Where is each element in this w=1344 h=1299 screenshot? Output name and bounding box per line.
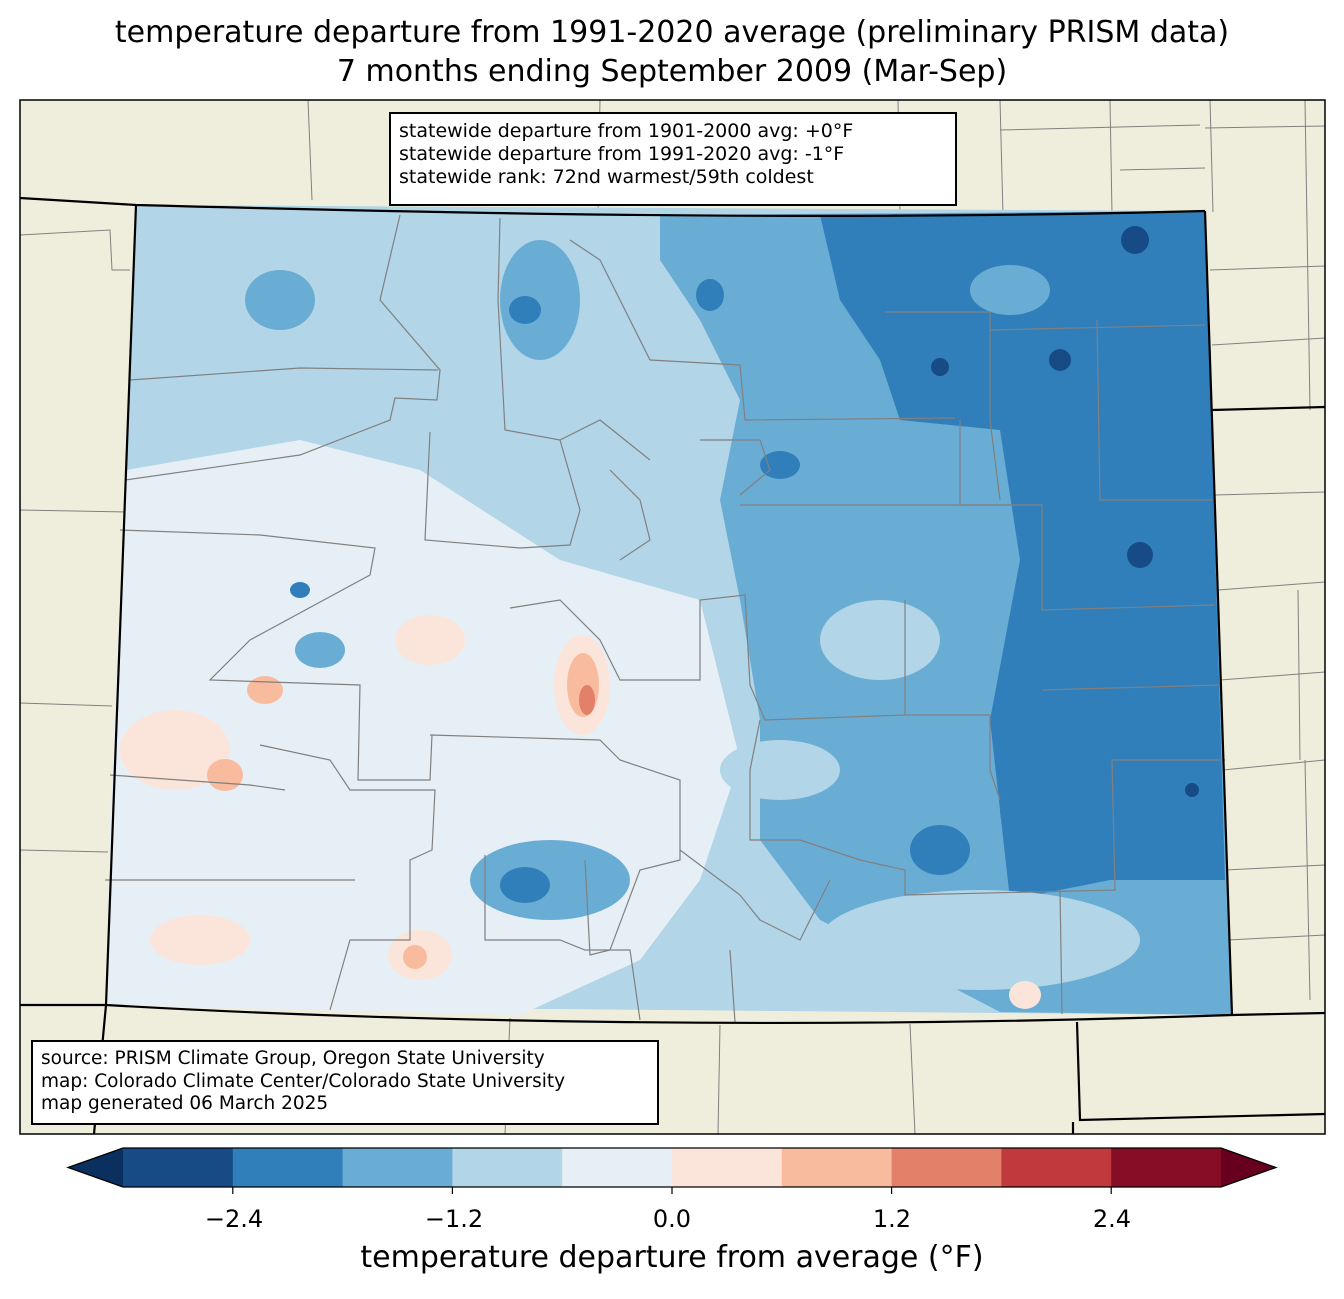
temperature-field: [106, 205, 1232, 1015]
colorbar-bin: [342, 1148, 453, 1187]
stats-line-3: statewide rank: 72nd warmest/59th coldes…: [399, 166, 814, 188]
state-borders: [19, 196, 1326, 1135]
source-line-3: map generated 06 March 2025: [41, 1093, 329, 1114]
colorbar-tick-label: 2.4: [1092, 1205, 1132, 1233]
colorbar-label: temperature departure from average (°F): [360, 1240, 984, 1275]
colorbar-bin: [562, 1148, 673, 1187]
colorbar-tick-label: −1.2: [424, 1205, 484, 1233]
stats-line-1: statewide departure from 1901-2000 avg: …: [399, 120, 854, 142]
colorbar-bin: [781, 1148, 893, 1187]
colorbar-outline: [66, 1147, 1278, 1188]
source-box: source: PRISM Climate Group, Oregon Stat…: [31, 1040, 659, 1125]
stats-box: statewide departure from 1901-2000 avg: …: [389, 112, 957, 206]
colorbar-bin: [891, 1148, 1002, 1187]
colorbar-bin: [452, 1148, 563, 1187]
colorbar-tick-label: 0.0: [652, 1205, 692, 1233]
colorbar-bin: [672, 1148, 783, 1187]
colorbar-bin: [123, 1148, 234, 1187]
colorbar-bin: [232, 1148, 344, 1187]
county-lines: [105, 214, 1225, 1023]
map-title-line1: temperature departure from 1991-2020 ave…: [114, 15, 1230, 50]
colorbar-tick-label: −2.4: [204, 1205, 264, 1233]
colorbar-tick-label: 1.2: [872, 1205, 912, 1233]
colorbar-bin: [1001, 1148, 1112, 1187]
source-line-2: map: Colorado Climate Center/Colorado St…: [41, 1070, 566, 1092]
colorbar-bin: [1111, 1148, 1222, 1187]
map-frame: [19, 99, 1326, 1135]
source-line-1: source: PRISM Climate Group, Oregon Stat…: [41, 1048, 545, 1069]
colorbar-over-arrow: [1221, 1148, 1276, 1187]
stats-line-2: statewide departure from 1991-2020 avg: …: [399, 143, 845, 165]
colorbar-under-arrow: [68, 1148, 123, 1187]
map-title-line2: 7 months ending September 2009 (Mar-Sep): [336, 54, 1008, 89]
colorbar: [66, 1147, 1278, 1194]
